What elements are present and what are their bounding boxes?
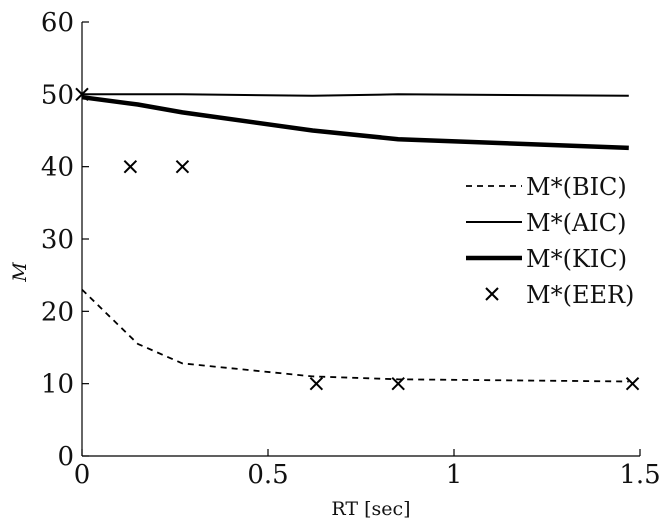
eer-point <box>625 376 640 391</box>
x-marker-stroke <box>309 376 324 391</box>
eer-point <box>123 159 138 174</box>
legend-label: M*(EER) <box>526 281 634 309</box>
legend-label: M*(BIC) <box>526 173 627 201</box>
x-marker-stroke <box>75 87 89 102</box>
eer-point <box>175 159 190 174</box>
series-line-mbic <box>81 288 629 383</box>
y-tick-label: 0 <box>57 442 74 472</box>
x-axis-title: RT [sec] <box>331 498 410 520</box>
plot-area <box>75 87 640 391</box>
eer-point <box>75 87 89 102</box>
x-marker-stroke <box>123 159 138 174</box>
y-tick-label: 30 <box>41 225 74 255</box>
x-marker-stroke <box>625 376 640 391</box>
x-marker-stroke <box>485 287 499 301</box>
eer-point <box>391 376 405 391</box>
y-tick-label: 20 <box>41 297 74 327</box>
x-tick-label: 1 <box>446 460 463 490</box>
y-tick-label: 50 <box>41 80 74 110</box>
series-line-mkic <box>81 94 629 151</box>
y-tick-label: 40 <box>41 153 74 183</box>
y-tick-label: 60 <box>41 8 74 38</box>
legend-marker <box>485 287 499 301</box>
x-marker-stroke <box>391 376 405 391</box>
axes: 0 10 20 30 40 50 60 0 0.5 1 1.5 RT [sec] M <box>9 8 660 520</box>
y-axis-title: M <box>9 262 31 283</box>
x-tick-label: 0.5 <box>247 460 288 490</box>
x-tick-label: 0 <box>74 460 91 490</box>
x-tick-label: 1.5 <box>619 460 660 490</box>
eer-point <box>309 376 324 391</box>
series-line-maic <box>82 93 629 97</box>
legend-label: M*(AIC) <box>526 209 626 237</box>
legend: M*(BIC) M*(AIC) M*(KIC) M*(EER) <box>466 173 634 309</box>
x-marker-stroke <box>175 159 190 174</box>
legend-label: M*(KIC) <box>526 245 627 273</box>
y-tick-label: 10 <box>41 370 74 400</box>
